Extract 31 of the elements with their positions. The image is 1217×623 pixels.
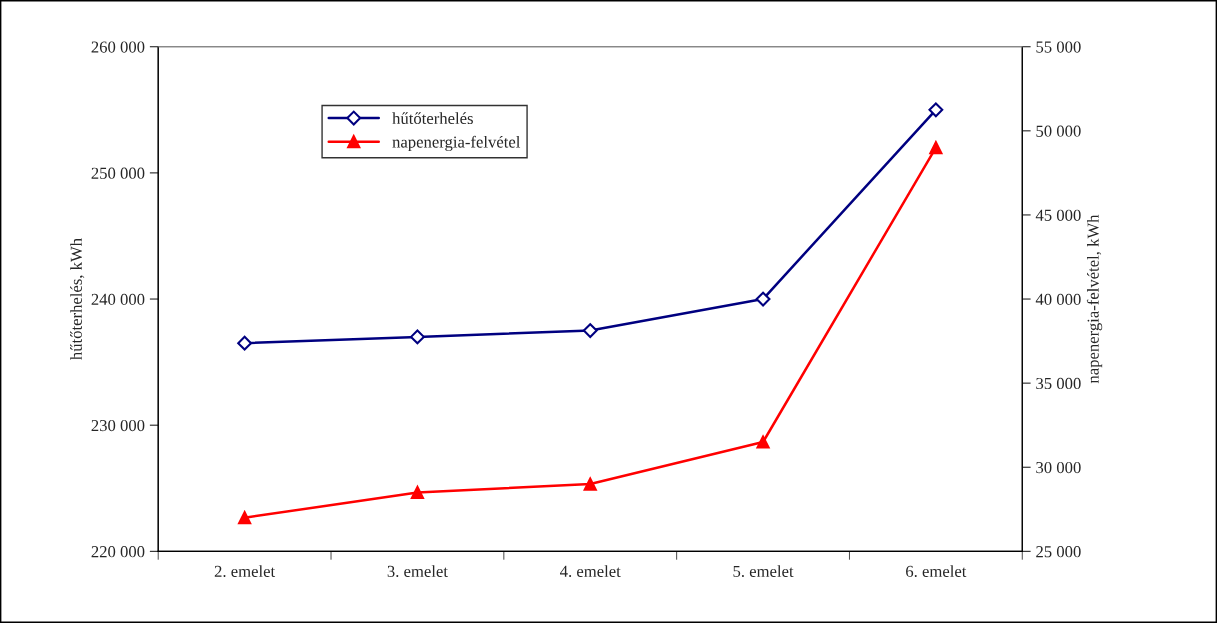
y-tick-label: 250 000 bbox=[91, 167, 145, 179]
y-axis-title: hűtőterhelés, kWh bbox=[70, 238, 85, 360]
y-tick-label: 260 000 bbox=[91, 41, 145, 53]
point bbox=[929, 141, 943, 155]
y2-tick-label: 50 000 bbox=[1036, 125, 1081, 137]
point bbox=[410, 485, 425, 500]
x-tick-label: 3. emelet bbox=[387, 565, 448, 578]
point bbox=[755, 291, 771, 307]
x-tick-label: 2. emelet bbox=[214, 565, 276, 578]
point bbox=[410, 329, 425, 345]
y-tick-label: 220 000 bbox=[91, 546, 145, 558]
point bbox=[583, 477, 597, 491]
x-tick-label: 4. emelet bbox=[560, 565, 621, 578]
y-tick-label: 230 000 bbox=[91, 419, 145, 432]
legend-label: hűtőterhelés bbox=[392, 112, 473, 125]
y2-tick-label: 40 000 bbox=[1035, 293, 1081, 305]
x-tick-label: 6. emelet bbox=[906, 565, 967, 578]
y2-axis-title: napenergia-felvétel, kWh bbox=[1086, 214, 1103, 384]
y-tick-label: 240 000 bbox=[91, 293, 145, 305]
legend-label: napenergia-felvétel bbox=[392, 135, 521, 152]
point bbox=[928, 102, 944, 118]
point bbox=[237, 335, 253, 351]
y2-tick-label: 35 000 bbox=[1036, 377, 1081, 390]
x-tick-label: 5. emelet bbox=[733, 565, 794, 578]
point bbox=[582, 323, 598, 338]
y2-tick-label: 25 000 bbox=[1036, 546, 1081, 558]
y2-tick-label: 45 000 bbox=[1035, 209, 1081, 221]
y2-tick-label: 30 000 bbox=[1036, 461, 1081, 474]
point bbox=[756, 435, 770, 449]
y2-tick-label: 55 000 bbox=[1036, 41, 1081, 53]
point bbox=[238, 511, 252, 525]
